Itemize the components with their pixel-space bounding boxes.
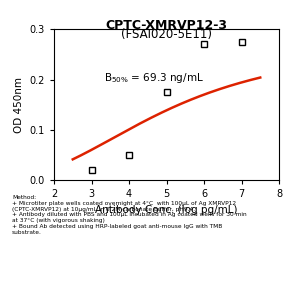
- Text: B$_{50\%}$ = 69.3 ng/mL: B$_{50\%}$ = 69.3 ng/mL: [103, 70, 203, 84]
- Text: Method:
+ Microtiter plate wells coated overnight at 4°C  with 100μL of Ag XMRVP: Method: + Microtiter plate wells coated …: [12, 195, 247, 235]
- Text: (FSAI020-5E11): (FSAI020-5E11): [121, 28, 212, 41]
- Y-axis label: OD 450nm: OD 450nm: [14, 77, 24, 133]
- X-axis label: Antibody Conc. (log pg/mL): Antibody Conc. (log pg/mL): [95, 205, 238, 215]
- Text: CPTC-XMRVP12-3: CPTC-XMRVP12-3: [106, 19, 227, 32]
